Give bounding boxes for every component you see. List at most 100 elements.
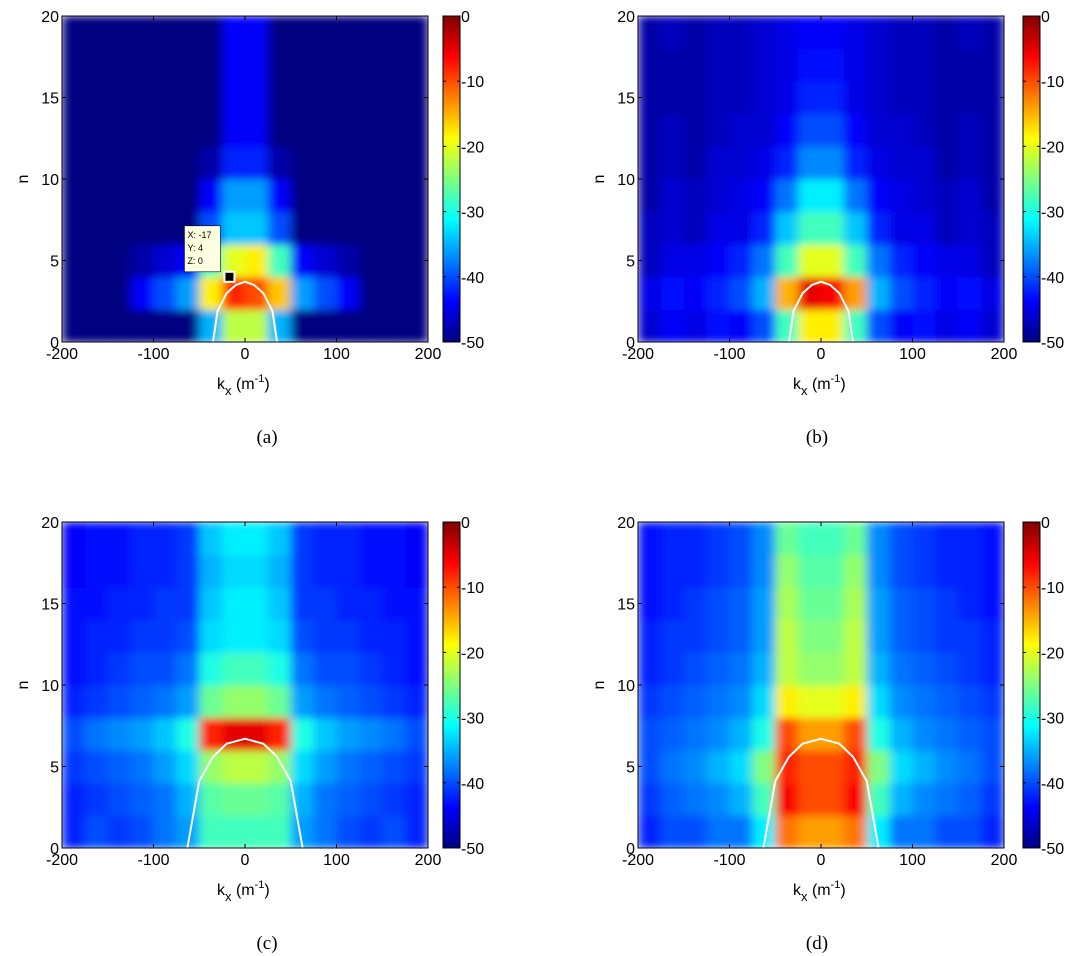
heat-cell [752, 619, 776, 653]
heat-cell [752, 717, 776, 751]
heat-cell [889, 652, 914, 686]
heat-cell [382, 619, 406, 653]
heat-cell [935, 16, 959, 50]
heat-cell [153, 652, 177, 686]
heat-cell [84, 276, 109, 310]
heat-cell [290, 81, 315, 115]
heat-cell [775, 276, 799, 310]
heat-cell [866, 554, 891, 588]
heat-cell [199, 619, 223, 653]
heat-cell [290, 750, 315, 784]
heat-cell [912, 750, 936, 784]
heat-cell [843, 179, 868, 213]
heat-cell [683, 211, 708, 245]
heat-cell [638, 211, 662, 245]
heat-cell [153, 211, 177, 245]
heat-cell [706, 619, 731, 653]
heat-cell [382, 815, 406, 848]
datatip-text: Y: 4 [187, 243, 203, 253]
heat-cell [267, 750, 292, 784]
heat-cell [821, 587, 845, 621]
heat-cell [199, 782, 223, 816]
heat-cell [405, 717, 428, 751]
y-tick-label: 5 [50, 760, 59, 777]
heat-cell [176, 815, 200, 848]
heat-cell [706, 782, 731, 816]
heat-cell [752, 652, 776, 686]
heat-cell [107, 276, 132, 310]
heat-cell [222, 815, 246, 848]
y-tick-label: 10 [617, 678, 635, 695]
heat-cell [176, 309, 200, 342]
heat-cell [638, 652, 662, 686]
x-tick-label: -200 [46, 346, 78, 363]
heat-cell [405, 587, 428, 621]
heat-cell [382, 522, 406, 556]
x-axis-label: kx (m-1) [793, 373, 846, 398]
heat-cell [153, 587, 177, 621]
heat-cell [821, 554, 845, 588]
x-tick-label: 0 [241, 346, 250, 363]
heat-cell [981, 554, 1004, 588]
heat-cell [798, 782, 822, 816]
heat-cell [382, 652, 406, 686]
heat-cell [866, 81, 891, 115]
heat-cell [683, 276, 708, 310]
heat-cell [84, 146, 109, 180]
heat-cell [290, 522, 315, 556]
heat-cell [729, 211, 753, 245]
heat-cell [958, 211, 982, 245]
heat-cell [981, 113, 1004, 147]
heat-cell [267, 48, 292, 82]
heat-cell [798, 587, 822, 621]
heat-cell [176, 81, 200, 115]
heat-cell [199, 587, 223, 621]
heat-cell [336, 619, 360, 653]
heat-cell [84, 717, 109, 751]
heat-cell [706, 146, 731, 180]
heat-cell [706, 276, 731, 310]
heat-cell [981, 244, 1004, 278]
heat-cell [798, 146, 822, 180]
heat-cell [683, 652, 708, 686]
heat-cell [958, 522, 982, 556]
y-tick-label: 20 [41, 515, 59, 532]
heat-cell [222, 619, 246, 653]
heat-cell [84, 782, 109, 816]
heat-cell [336, 750, 360, 784]
heat-cell [405, 685, 428, 719]
heat-cell [290, 48, 315, 82]
heat-cell [107, 815, 132, 848]
heat-cell [153, 113, 177, 147]
x-tick-label: 100 [323, 346, 350, 363]
heat-cell [382, 244, 406, 278]
heat-cell [199, 717, 223, 751]
heat-cell [866, 146, 891, 180]
heat-cell [775, 48, 799, 82]
heat-cell [62, 652, 86, 686]
heat-cell [199, 522, 223, 556]
colorbar [1022, 521, 1041, 849]
heat-cell [821, 244, 845, 278]
heat-cell [752, 685, 776, 719]
heat-cell [199, 113, 223, 147]
heat-cell [199, 652, 223, 686]
heat-cell [729, 652, 753, 686]
heat-cell [359, 750, 383, 784]
heat-cell [706, 113, 731, 147]
heat-cell [729, 587, 753, 621]
heat-cell [683, 554, 708, 588]
heat-cell [313, 309, 338, 342]
heat-cell [660, 685, 685, 719]
heat-cell [84, 81, 109, 115]
heat-cell [866, 815, 891, 848]
heat-cell [336, 146, 360, 180]
y-axis-label: n [591, 175, 608, 184]
x-axis-label-part: ) [840, 882, 845, 899]
heat-cell [62, 146, 86, 180]
heat-cell [62, 685, 86, 719]
heat-cell [84, 750, 109, 784]
heat-cell [798, 815, 822, 848]
heat-cell [153, 48, 177, 82]
heat-cell [935, 717, 959, 751]
